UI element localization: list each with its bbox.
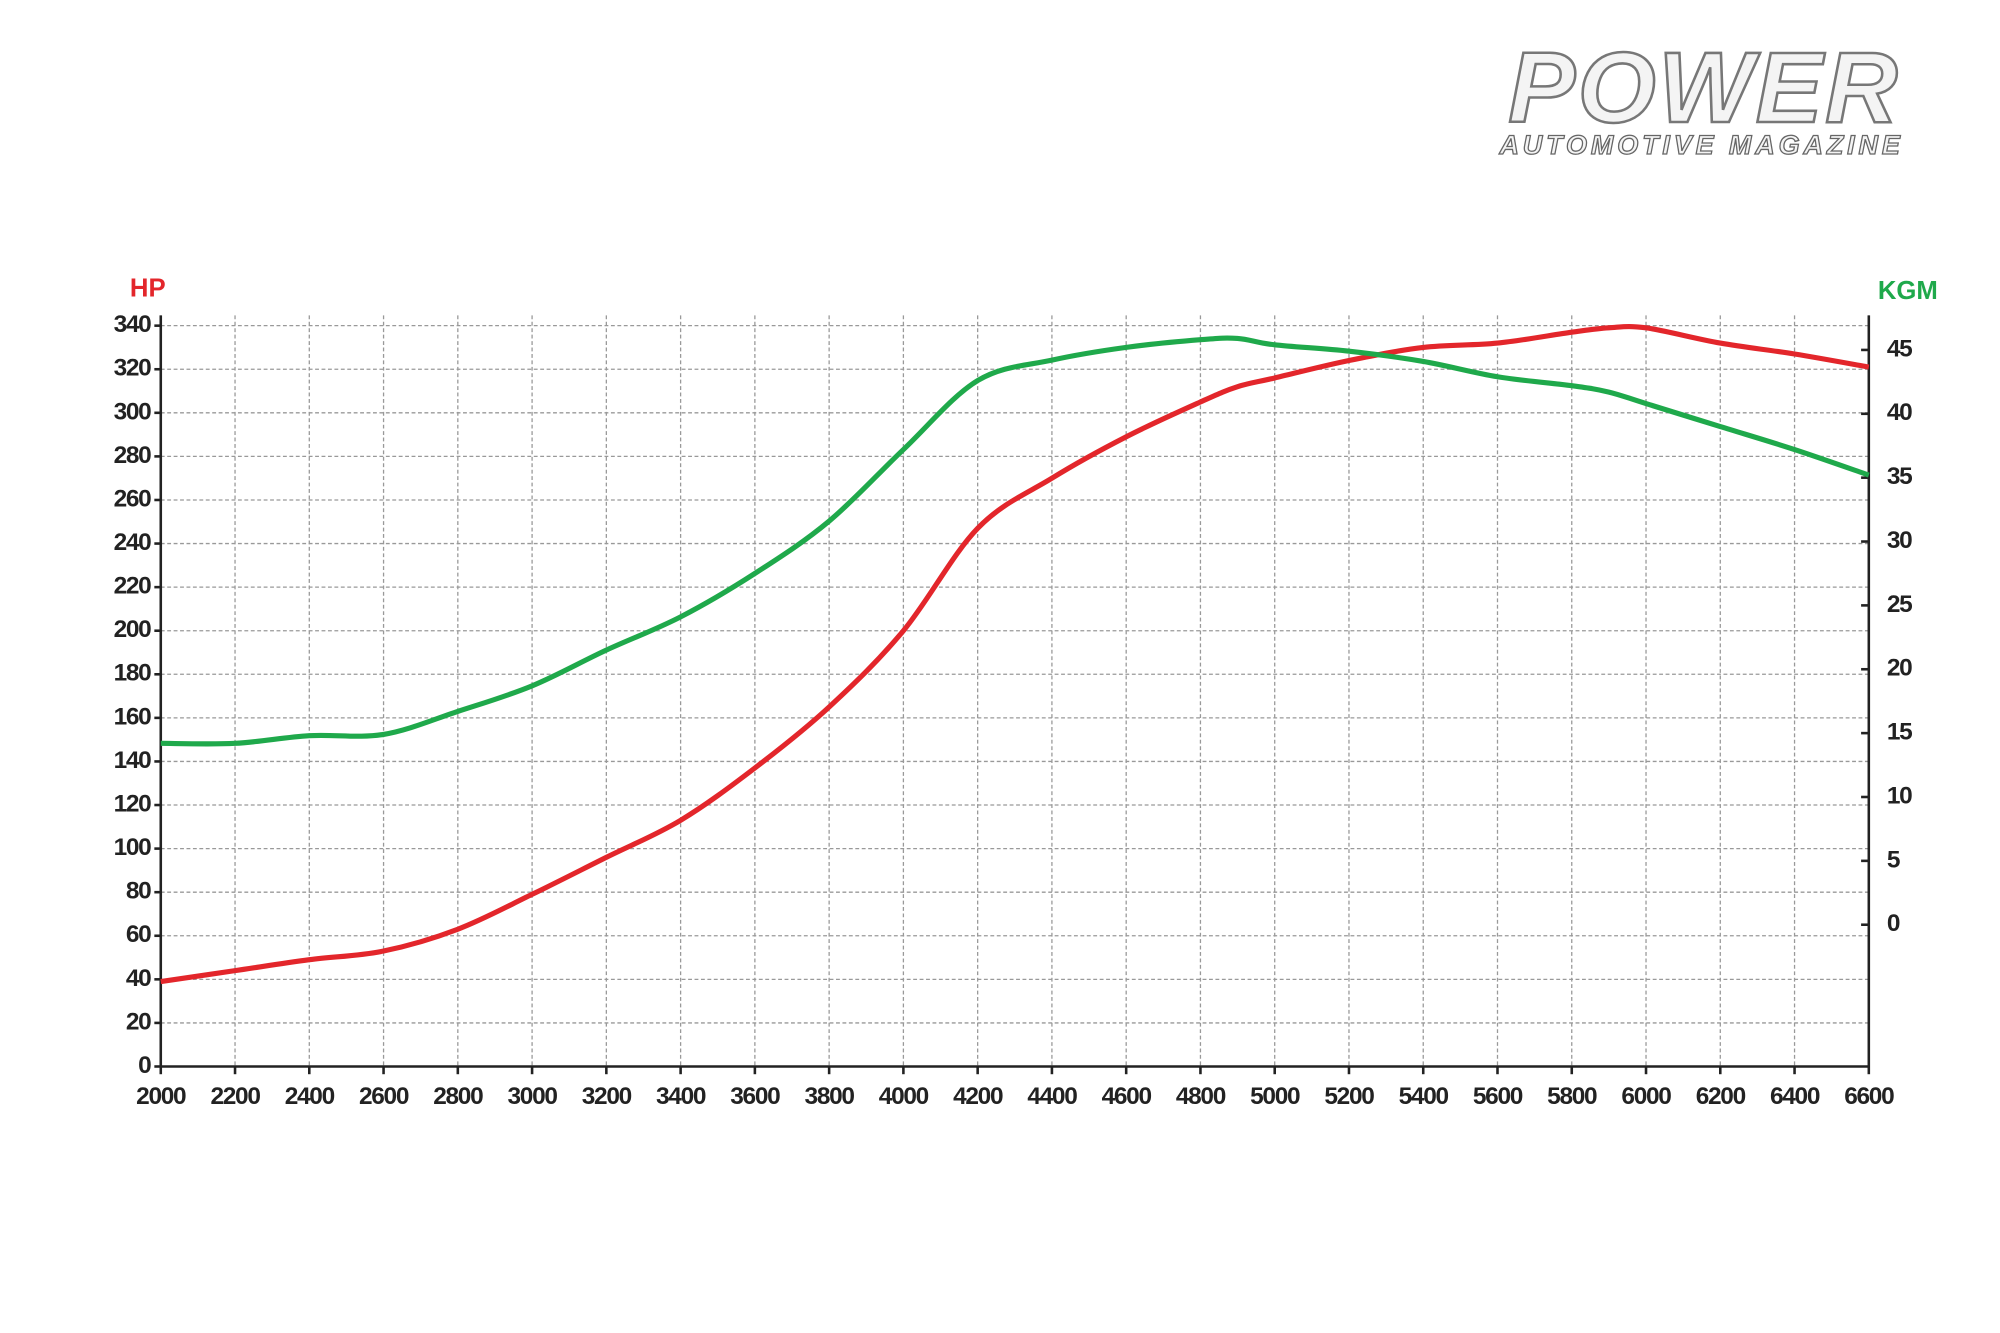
x-tick-label: 5400 <box>1399 1083 1449 1110</box>
y-tick-label: 200 <box>114 616 152 643</box>
x-tick-label: 4600 <box>1102 1083 1152 1110</box>
y-tick-label: 120 <box>114 790 152 817</box>
logo-subtitle: AUTOMOTIVE MAGAZINE <box>1498 130 1903 160</box>
y-tick-label: 180 <box>114 660 152 687</box>
line <box>160 323 1870 985</box>
x-tick-label: 2800 <box>433 1083 483 1110</box>
y-tick-label: 80 <box>126 878 151 905</box>
y2-tick-label: 20 <box>1887 655 1912 682</box>
y2-tick-label: 35 <box>1887 463 1912 490</box>
y-tick-label: 40 <box>126 965 151 992</box>
x-tick-label: 6000 <box>1621 1083 1671 1110</box>
y-tick-label: 100 <box>114 834 152 861</box>
y2-axis-label: KGM <box>1878 277 1938 305</box>
x-tick-label: 4800 <box>1176 1083 1226 1110</box>
y-axis-label: HP <box>130 274 166 302</box>
x-tick-label: 3000 <box>507 1083 557 1110</box>
x-tick-label: 5800 <box>1547 1083 1597 1110</box>
y-tick-label: 240 <box>114 529 152 556</box>
x-tick-label: 5000 <box>1250 1083 1300 1110</box>
y2-tick-label: 30 <box>1887 527 1912 554</box>
x-tick-label: 6400 <box>1770 1083 1820 1110</box>
y-tick-label: 300 <box>114 398 152 425</box>
y-tick-label: 220 <box>114 573 152 600</box>
y-tick-label: 280 <box>114 442 152 469</box>
y2-tick-label: 5 <box>1887 846 1900 873</box>
y-tick-label: 0 <box>138 1052 151 1079</box>
y2-tick-label: 10 <box>1887 782 1912 809</box>
x-tick-label: 4000 <box>879 1083 929 1110</box>
grid <box>160 315 1870 1068</box>
y-tick-label: 320 <box>114 355 152 382</box>
x-tick-label: 3200 <box>582 1083 632 1110</box>
x-tick-label: 4200 <box>953 1083 1003 1110</box>
x-tick-label: 5200 <box>1324 1083 1374 1110</box>
y-tick-label: 160 <box>114 703 152 730</box>
x-tick-label: 2400 <box>285 1083 335 1110</box>
x-tick-label: 3400 <box>656 1083 706 1110</box>
y-tick-label: 60 <box>126 921 151 948</box>
y-tick-label: 340 <box>114 311 152 338</box>
logo-title: POWER <box>1508 32 1900 144</box>
x-tick-label: 4400 <box>1027 1083 1077 1110</box>
x-tick-label: 3600 <box>730 1083 780 1110</box>
y2-tick-label: 45 <box>1887 335 1912 362</box>
y2-tick-label: 15 <box>1887 719 1912 746</box>
x-tick-label: 3800 <box>805 1083 855 1110</box>
x-tick-label: 2200 <box>210 1083 260 1110</box>
y2-tick-label: 40 <box>1887 399 1912 426</box>
x-tick-label: 6200 <box>1696 1083 1746 1110</box>
y2-tick-label: 25 <box>1887 591 1912 618</box>
x-tick-label: 2600 <box>359 1083 409 1110</box>
y-tick-label: 260 <box>114 485 152 512</box>
x-tick-label: 2000 <box>136 1083 186 1110</box>
y-tick-label: 20 <box>126 1008 151 1035</box>
line <box>160 335 1870 747</box>
x-tick-label: 6600 <box>1844 1083 1894 1110</box>
y2-tick-label: 0 <box>1887 910 1900 937</box>
y-tick-label: 140 <box>114 747 152 774</box>
x-tick-label: 5600 <box>1473 1083 1523 1110</box>
